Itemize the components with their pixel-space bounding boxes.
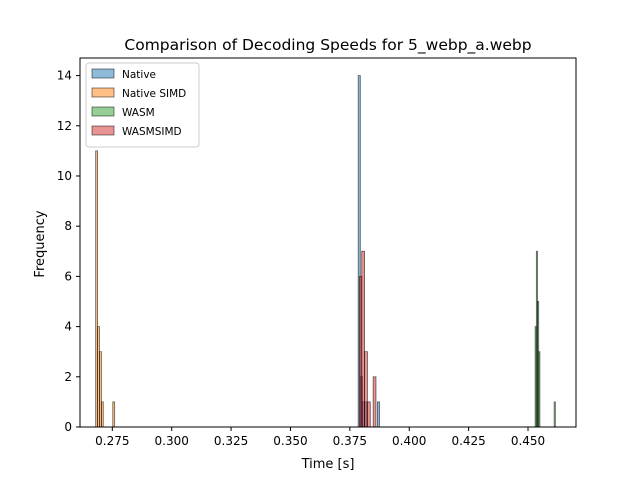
bar-native-simd-3 [100,401,104,428]
bar-wasmsimd-1 [361,250,365,428]
legend-swatch-native [91,68,115,79]
legend-swatch-wasmsimd [91,125,115,136]
y-tick-label: 14 [57,69,72,83]
x-tick-label: 0.300 [155,434,189,448]
x-tick-label: 0.425 [451,434,485,448]
y-tick-label: 12 [57,119,72,133]
y-tick-label: 4 [64,320,72,334]
x-tick-label: 0.350 [273,434,307,448]
legend-label-wasm: WASM [122,107,155,119]
bar-wasm-3 [538,351,541,428]
legend: Native Native SIMD WASM WASMSIMD [85,62,200,148]
bar-wasmsimd-3 [367,401,371,428]
x-tick-label: 0.400 [392,434,426,448]
x-tick-label: 0.450 [511,434,545,448]
chart-title: Comparison of Decoding Speeds for 5_webp… [124,36,531,55]
bar-native-4 [377,401,380,428]
x-axis-label: Time [s] [301,457,355,472]
bar-wasmsimd-2 [364,351,368,428]
x-tick-label: 0.325 [214,434,248,448]
y-tick-label: 10 [57,169,72,183]
y-axis-label: Frequency [33,210,48,277]
y-tick-label: 8 [64,219,72,233]
legend-swatch-wasm [91,106,115,117]
y-tick-label: 6 [64,269,72,283]
legend-label-native-simd: Native SIMD [122,88,186,100]
bar-wasmsimd-4 [372,376,377,428]
legend-label-native: Native [122,69,156,81]
bar-wasm-4 [553,401,556,428]
legend-label-wasmsimd: WASMSIMD [122,126,182,138]
x-tick-label: 0.275 [95,434,129,448]
bar-native-simd-4 [112,401,116,428]
x-tick-label: 0.375 [333,434,367,448]
y-tick-label: 0 [64,420,72,434]
plot-frame [79,57,577,428]
axes-layer: 0.275 0.300 0.325 0.350 0.375 0.400 0.425 0.450… [57,57,577,448]
legend-swatch-native-simd [91,87,115,98]
y-tick-label: 2 [64,370,72,384]
